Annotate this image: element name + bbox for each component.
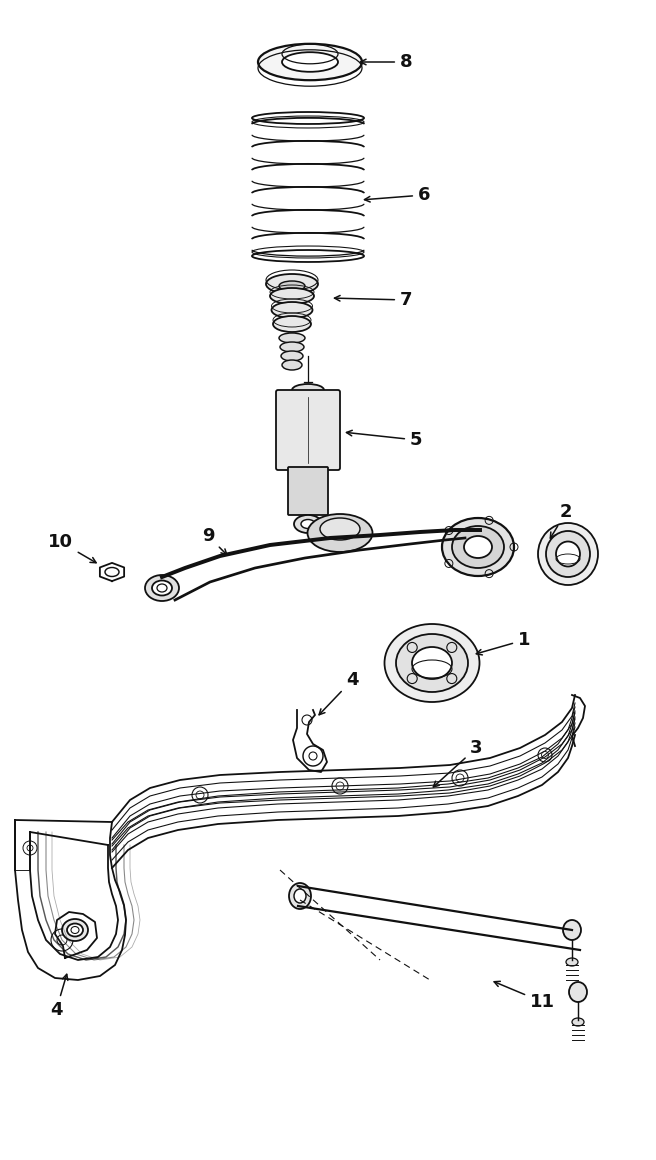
Ellipse shape — [281, 351, 303, 361]
Ellipse shape — [308, 514, 373, 552]
Ellipse shape — [152, 580, 172, 595]
Ellipse shape — [62, 919, 88, 941]
Ellipse shape — [452, 525, 504, 568]
Ellipse shape — [282, 52, 338, 72]
Text: 3: 3 — [434, 739, 483, 786]
Ellipse shape — [556, 542, 580, 566]
Ellipse shape — [569, 983, 587, 1002]
FancyBboxPatch shape — [288, 467, 328, 515]
Ellipse shape — [566, 958, 578, 966]
Ellipse shape — [396, 635, 468, 693]
Ellipse shape — [384, 624, 480, 702]
Ellipse shape — [538, 523, 598, 585]
Text: 6: 6 — [365, 186, 430, 204]
Ellipse shape — [412, 647, 452, 679]
Text: 9: 9 — [202, 527, 227, 554]
Ellipse shape — [272, 302, 312, 318]
Ellipse shape — [282, 360, 302, 370]
Text: 2: 2 — [550, 503, 573, 538]
Ellipse shape — [279, 281, 305, 291]
Ellipse shape — [266, 274, 318, 293]
Ellipse shape — [442, 519, 514, 577]
Ellipse shape — [546, 531, 590, 577]
Ellipse shape — [294, 889, 306, 902]
Ellipse shape — [279, 333, 305, 343]
Ellipse shape — [320, 519, 360, 541]
Ellipse shape — [572, 1018, 584, 1025]
Text: 5: 5 — [346, 430, 422, 449]
Ellipse shape — [292, 384, 324, 396]
Text: 7: 7 — [335, 291, 413, 309]
Ellipse shape — [273, 316, 311, 332]
Text: 4: 4 — [50, 974, 68, 1018]
FancyBboxPatch shape — [276, 390, 340, 470]
Text: 11: 11 — [494, 981, 555, 1012]
Ellipse shape — [301, 520, 315, 529]
Ellipse shape — [67, 923, 83, 936]
Ellipse shape — [258, 44, 362, 80]
Text: 1: 1 — [476, 631, 531, 655]
Ellipse shape — [563, 920, 581, 940]
Ellipse shape — [270, 288, 314, 304]
Ellipse shape — [464, 536, 492, 558]
Text: 8: 8 — [361, 53, 413, 71]
Text: 4: 4 — [319, 670, 358, 715]
Text: 10: 10 — [48, 532, 96, 563]
Ellipse shape — [280, 342, 304, 351]
Ellipse shape — [289, 883, 311, 909]
Ellipse shape — [294, 515, 322, 532]
Ellipse shape — [145, 575, 179, 601]
